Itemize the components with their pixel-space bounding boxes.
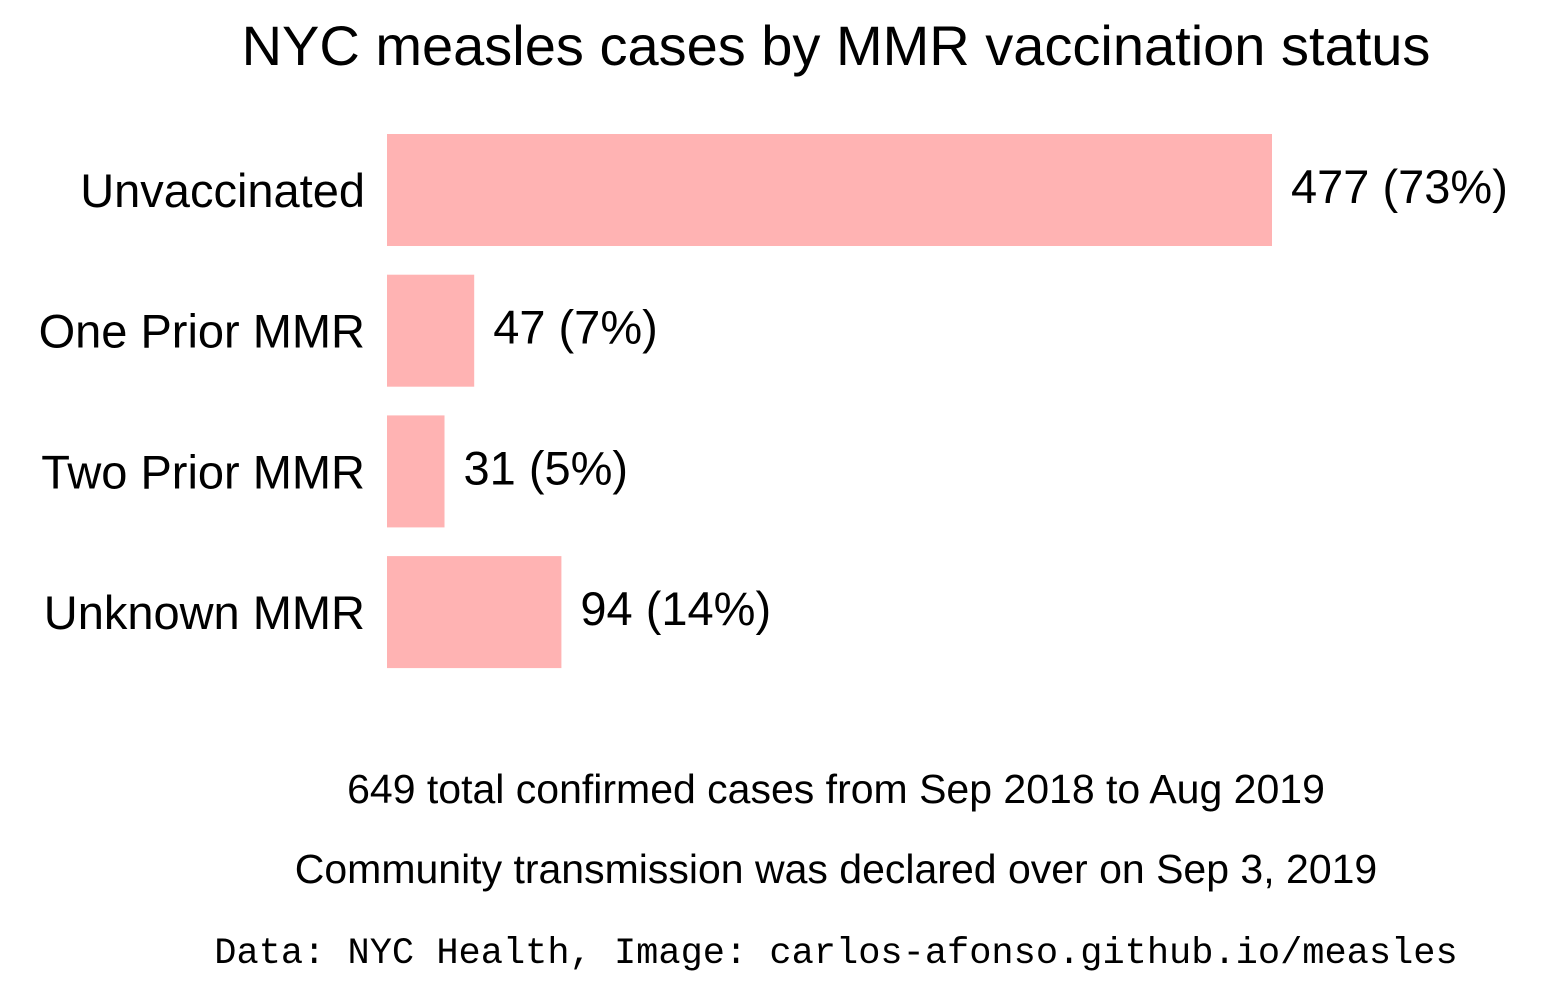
category-label-unknown-mmr: Unknown MMR — [44, 586, 365, 639]
bar-unknown-mmr — [387, 556, 562, 669]
bars-group — [387, 134, 1272, 669]
data-labels-group: 477 (73%) 47 (7%) 31 (5%) 94 (14%) — [464, 160, 1508, 635]
data-credit: Data: NYC Health, Image: carlos-afonso.g… — [214, 933, 1457, 975]
category-label-two-prior-mmr: Two Prior MMR — [41, 445, 365, 498]
category-label-unvaccinated: Unvaccinated — [80, 164, 365, 217]
total-cases-note: 649 total confirmed cases from Sep 2018 … — [347, 766, 1325, 812]
data-label-unvaccinated: 477 (73%) — [1291, 160, 1508, 213]
data-label-unknown-mmr: 94 (14%) — [580, 582, 771, 635]
transmission-note: Community transmission was declared over… — [295, 846, 1377, 892]
data-label-one-prior-mmr: 47 (7%) — [493, 301, 658, 354]
bar-unvaccinated — [387, 134, 1272, 246]
data-label-two-prior-mmr: 31 (5%) — [464, 441, 629, 494]
bar-two-prior-mmr — [387, 415, 445, 528]
category-labels-group: Unvaccinated One Prior MMR Two Prior MMR Un… — [39, 164, 365, 639]
category-label-one-prior-mmr: One Prior MMR — [39, 305, 365, 358]
bar-one-prior-mmr — [387, 274, 475, 387]
chart-title: NYC measles cases by MMR vaccination sta… — [242, 14, 1431, 77]
